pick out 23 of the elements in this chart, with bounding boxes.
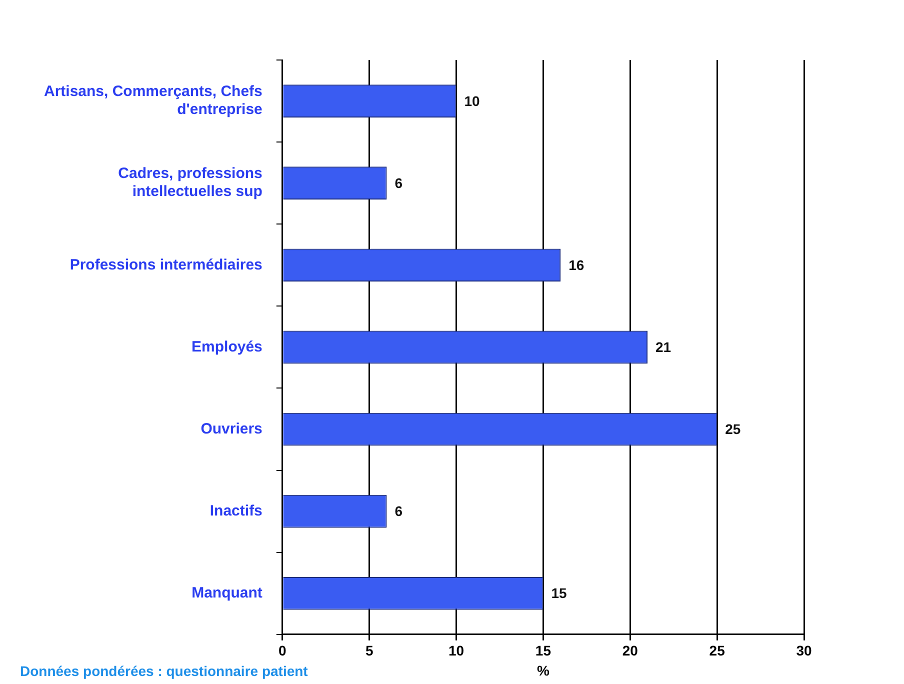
data-label: 21 [656, 339, 672, 356]
y-tick-label: Ouvriers [200, 420, 262, 438]
x-tick-label: 30 [796, 642, 812, 659]
x-tick-label: 10 [448, 642, 464, 659]
data-label: 15 [551, 585, 567, 602]
y-tick-label: Professions intermédiaires [70, 256, 262, 274]
y-tick-label: Employés [192, 338, 262, 356]
data-label: 25 [725, 421, 741, 438]
data-label: 6 [394, 503, 403, 520]
data-label: 10 [464, 92, 480, 109]
x-tick-label: 5 [365, 642, 374, 659]
x-tick-label: 20 [622, 642, 638, 659]
data-label: 6 [394, 174, 403, 191]
text: Données pondérées : questionnaire patient [20, 663, 308, 679]
x-tick-label: 15 [535, 642, 552, 659]
y-tick-label: Inactifs [210, 502, 262, 520]
x-tick-label: 25 [709, 642, 726, 659]
y-tick-label: Cadres, professions intellectuelles sup [118, 165, 262, 200]
x-axis-title: % [536, 662, 550, 678]
y-tick-label: Manquant [192, 584, 262, 602]
x-tick-label: 0 [278, 642, 286, 659]
y-tick-label: Artisans, Commerçants, Chefs d'entreprise [44, 83, 262, 118]
data-label: 16 [568, 257, 584, 273]
